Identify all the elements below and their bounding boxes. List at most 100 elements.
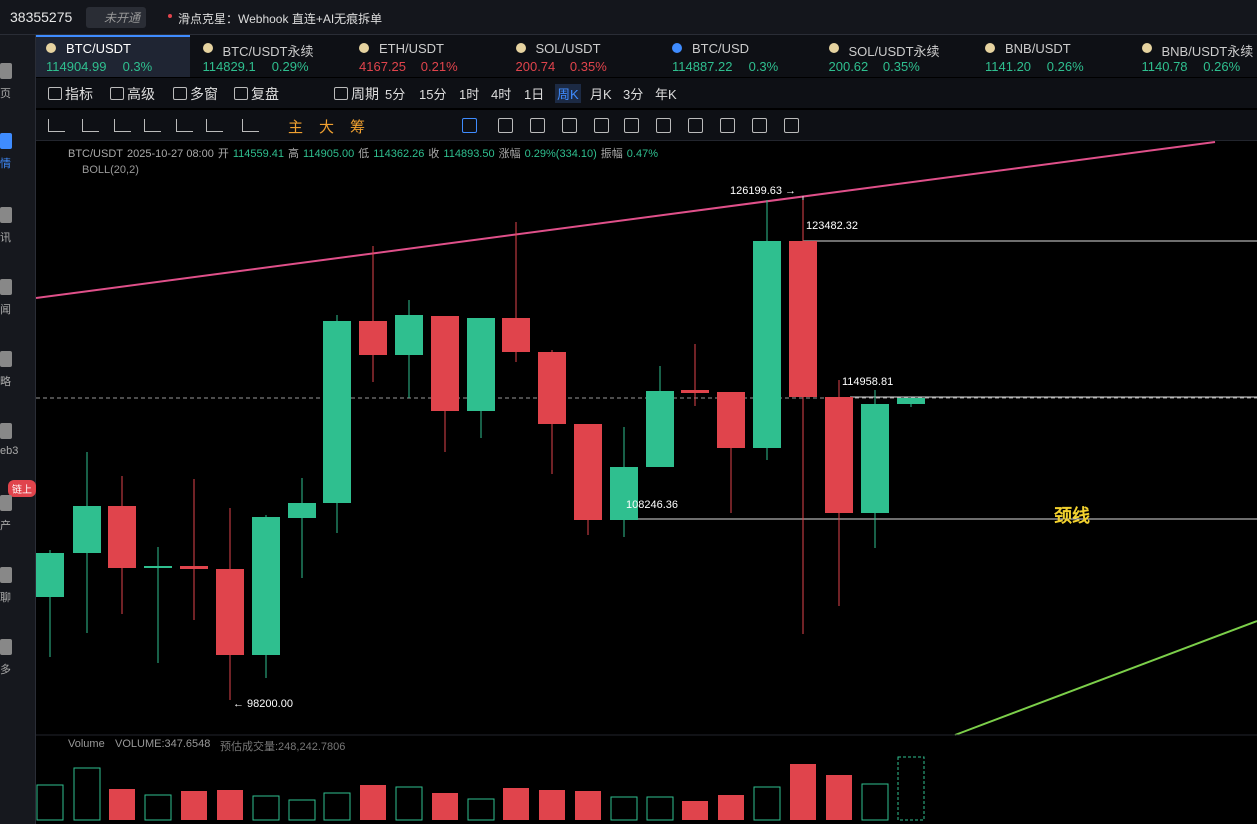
period-button[interactable]: 5分: [385, 87, 406, 102]
period-button[interactable]: 4时: [491, 87, 512, 102]
draw-icon: [688, 118, 703, 133]
ticker-name: ETH/USDT: [379, 41, 444, 56]
draw-icon: [144, 119, 161, 132]
candle-body: [323, 321, 351, 503]
sidebar-item[interactable]: 闻: [0, 304, 11, 316]
ticker-icon: [985, 43, 995, 53]
info-text: 收: [428, 148, 440, 160]
draw-icon: [498, 118, 513, 133]
ticker-price: 1140.78: [1141, 59, 1188, 74]
candle-body: [144, 566, 172, 568]
tool-button[interactable]: 高级: [127, 86, 155, 102]
sidebar-badge[interactable]: 链上: [8, 480, 36, 497]
info-text: 0.47%: [626, 148, 658, 160]
neckline-label: 颈线: [1053, 505, 1090, 526]
sidebar-item[interactable]: 页: [0, 88, 11, 100]
sidebar-item[interactable]: 略: [0, 376, 11, 388]
info-line: BTC/USDT 2025-10-27 08:00 开 114559.41 高 11490…: [68, 145, 662, 161]
ticker-row: BTC/USDT 114904.99 0.3% BTC/USDT永续 114829.1 0…: [36, 35, 1257, 77]
candle-body: [502, 318, 530, 352]
volume-bar: [610, 796, 638, 821]
price-annotation: 123482.32: [806, 220, 858, 232]
ticker-name: BTC/USDT: [66, 41, 131, 56]
draw-icon: [720, 118, 735, 133]
volume-bar: [288, 799, 316, 821]
ticker-change: 0.35%: [882, 59, 920, 74]
sidebar-item[interactable]: 讯: [0, 232, 11, 244]
draw-icon: [206, 119, 223, 132]
sidebar-icon: [0, 63, 12, 79]
sidebar-item[interactable]: eb3: [0, 445, 19, 457]
draw-tool[interactable]: 筹: [350, 119, 366, 136]
draw-icon: [176, 119, 193, 132]
period-button[interactable]: 周K: [555, 84, 581, 103]
price-annotation: ← 98200.00: [233, 698, 293, 710]
candle-body: [216, 569, 244, 655]
period-button[interactable]: 年K: [655, 87, 677, 102]
draw-icon: [784, 118, 799, 133]
ticker-change: 0.3%: [748, 59, 779, 74]
tool-icon: [234, 87, 248, 100]
sidebar-icon: [0, 207, 12, 223]
price-annotation: 114958.81: [842, 376, 893, 388]
price-annotation: 126199.63 →: [730, 185, 796, 197]
volume-bar: [826, 775, 852, 820]
candle-body: [681, 390, 709, 393]
sidebar-icon: [0, 495, 12, 511]
tool-button[interactable]: 周期: [351, 86, 379, 102]
price-annotation: 108246.36: [626, 499, 678, 511]
tool-icon: [48, 87, 62, 100]
volume-bar: [897, 756, 925, 821]
ticker-name: BNB/USDT永续: [1161, 44, 1254, 59]
tool-icon: [334, 87, 348, 100]
period-button[interactable]: 1时: [459, 87, 480, 102]
ticker[interactable]: [36, 35, 190, 77]
tool-button[interactable]: 复盘: [251, 86, 279, 102]
sidebar-item[interactable]: 产: [0, 520, 11, 532]
volume-bar: [432, 793, 458, 820]
draw-icon: [114, 119, 131, 132]
volume-bar: [539, 790, 565, 820]
draw-tool[interactable]: 主: [288, 119, 304, 136]
period-button[interactable]: 月K: [590, 87, 612, 102]
period-button[interactable]: 15分: [419, 87, 447, 102]
candle-body: [789, 241, 817, 397]
drawing-toolbar: 主大筹: [36, 110, 1257, 141]
ticker-name: BTC/USDT永续: [222, 44, 314, 59]
sidebar-icon: [0, 423, 12, 439]
candle-body: [108, 506, 136, 568]
volume-bar: [360, 785, 386, 820]
volume-bar: [467, 798, 495, 821]
candle-body: [431, 316, 459, 411]
sidebar-item[interactable]: 多: [0, 664, 11, 676]
ticker-price: 114904.99: [46, 59, 107, 74]
draw-icon: [594, 118, 609, 133]
period-button[interactable]: 1日: [524, 87, 545, 102]
tool-button[interactable]: 多窗: [190, 86, 218, 102]
period-button[interactable]: 3分: [623, 87, 644, 102]
ticker-icon: [1141, 43, 1152, 53]
candle-body: [180, 566, 208, 569]
ticker-name: SOL/USDT永续: [848, 44, 940, 59]
volume-bar: [753, 786, 781, 821]
volume-bar: [181, 791, 207, 820]
sidebar-item[interactable]: 情: [0, 158, 11, 170]
draw-icon: [624, 118, 639, 133]
draw-icon: [530, 118, 545, 133]
tool-button[interactable]: 指标: [65, 86, 93, 102]
ticker-icon: [359, 43, 369, 53]
volume-bar: [503, 788, 529, 820]
candle-body: [36, 553, 64, 597]
candle-body: [538, 352, 566, 424]
ticker-name: BTC/USD: [692, 41, 750, 56]
candle-body: [861, 404, 889, 513]
volume-estimate: 预估成交量:248,242.7806: [220, 741, 346, 753]
sidebar-item[interactable]: 聊: [0, 592, 11, 604]
draw-icon: [48, 119, 65, 132]
ticker-icon: [202, 43, 213, 53]
info-text: BTC/USDT: [68, 148, 123, 160]
draw-icon: [562, 118, 577, 133]
draw-tool[interactable]: 大: [319, 119, 335, 136]
ticker-change: 0.3%: [122, 59, 153, 74]
candle-body: [395, 315, 423, 355]
